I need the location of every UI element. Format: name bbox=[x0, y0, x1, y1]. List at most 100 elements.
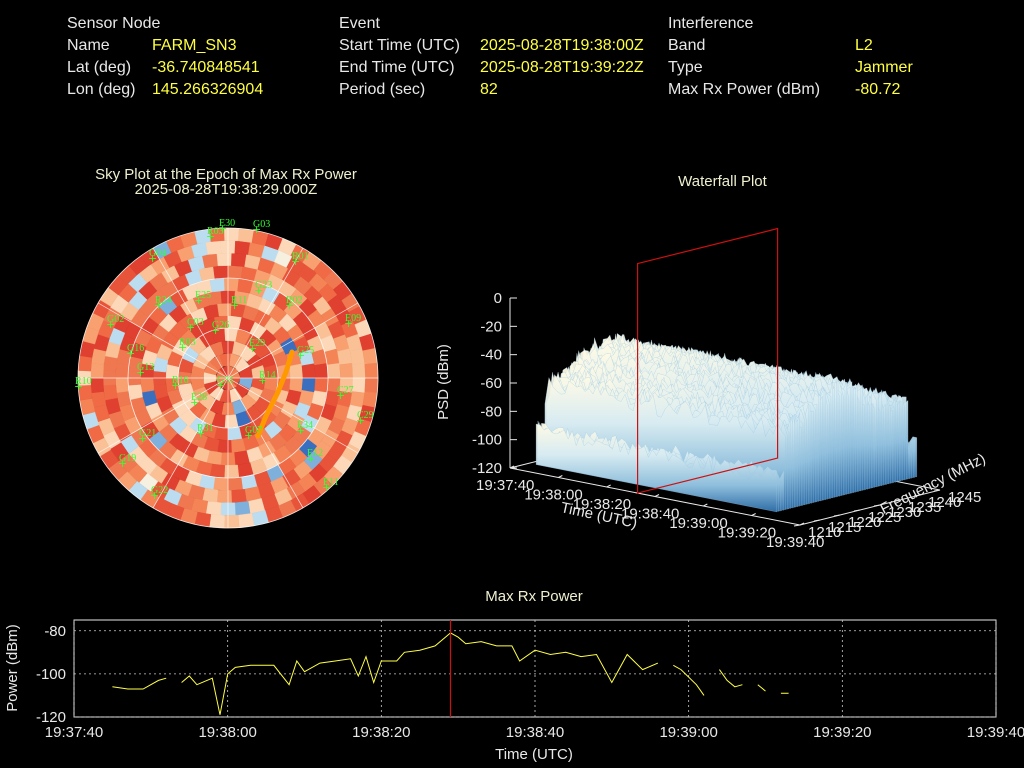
satellite-label: E29 bbox=[249, 338, 265, 349]
satellite-r03: +R03 bbox=[178, 337, 196, 354]
freq-tick-label: 1215 bbox=[828, 519, 861, 536]
time-tick-label: 19:37:40 bbox=[476, 477, 534, 494]
satellite-e29: +E29 bbox=[248, 338, 265, 355]
satellite-marker: + bbox=[138, 432, 147, 445]
satellite-g03: +G03 bbox=[252, 219, 270, 236]
satellite-marker: + bbox=[216, 379, 225, 392]
freq-tick bbox=[833, 514, 841, 517]
x-tick-label: 19:38:00 bbox=[198, 724, 256, 741]
satellite-label: E28 bbox=[191, 392, 207, 403]
freq-tick bbox=[813, 519, 821, 522]
satellite-e12: +E12 bbox=[306, 448, 323, 465]
satellite-marker: + bbox=[244, 429, 253, 442]
max-rx-power-label: Max Rx Power (dBm) bbox=[668, 81, 821, 98]
satellite-c29: +C29 bbox=[356, 410, 374, 427]
azimuth-spoke bbox=[97, 302, 229, 379]
satellite-marker: + bbox=[230, 299, 239, 312]
satellite-g26: +G26 bbox=[211, 320, 229, 337]
satellite-r02: +R02 bbox=[285, 295, 303, 312]
x-tick-label: 19:39:00 bbox=[659, 724, 717, 741]
skyplot-subtitle: 2025-08-28T19:38:29.000Z bbox=[134, 181, 318, 198]
time-tick-label: 19:38:00 bbox=[524, 487, 582, 504]
satellite-label: E25 bbox=[195, 290, 211, 301]
time-tick-label: 19:39:00 bbox=[669, 515, 727, 532]
satellite-label: G04 bbox=[149, 248, 166, 259]
freq-tick bbox=[913, 494, 921, 497]
time-tick bbox=[703, 503, 708, 507]
satellite-label: R11 bbox=[231, 295, 247, 306]
spectrum-slice bbox=[535, 423, 777, 513]
satellite-marker: + bbox=[258, 374, 267, 387]
event-start-label: Start Time (UTC) bbox=[339, 37, 460, 54]
satellite-g19: +G19 bbox=[118, 453, 136, 470]
max-rx-power-value: -80.72 bbox=[855, 81, 901, 98]
freq-tick bbox=[933, 489, 941, 492]
epoch-plane-outline bbox=[637, 227, 779, 494]
time-tick-label: 19:39:20 bbox=[718, 525, 776, 542]
sky-grid bbox=[77, 227, 379, 529]
satellite-e11: +E11 bbox=[322, 477, 339, 494]
satellite-marker: + bbox=[154, 299, 163, 312]
azimuth-spoke bbox=[152, 247, 229, 379]
satellite-r31: +R31 bbox=[196, 423, 214, 440]
satellite-label: G31 bbox=[217, 375, 234, 386]
satellite-marker: + bbox=[211, 324, 220, 337]
event-period-label: Period (sec) bbox=[339, 81, 426, 98]
freq-tick bbox=[873, 504, 881, 507]
x-tick-label: 19:38:40 bbox=[506, 724, 564, 741]
satellite-marker: + bbox=[306, 452, 315, 465]
freq-tick bbox=[853, 509, 861, 512]
satellite-label: C27 bbox=[337, 385, 354, 396]
satellite-marker: + bbox=[291, 255, 300, 268]
power-line bbox=[112, 632, 789, 715]
satellite-g22: +G22 bbox=[150, 485, 168, 502]
satellite-marker: + bbox=[196, 427, 205, 440]
satellite-r03: +R03 bbox=[206, 226, 224, 243]
y-axis-label: Power (dBm) bbox=[4, 624, 21, 712]
satellite-r01: +R01 bbox=[291, 251, 309, 268]
event-period-value: 82 bbox=[480, 81, 498, 98]
satellite-r10: +R10 bbox=[74, 376, 92, 393]
azimuth-spoke bbox=[227, 302, 359, 379]
azimuth-spoke bbox=[152, 377, 229, 509]
satellite-g23: +G23 bbox=[254, 280, 272, 297]
satellite-label: G19 bbox=[119, 453, 136, 464]
satellite-r16: +R16 bbox=[171, 375, 189, 392]
time-tick bbox=[558, 475, 563, 478]
satellite-marker: + bbox=[336, 389, 345, 402]
y-tick-label: -120 bbox=[36, 709, 66, 726]
satellite-label: R01 bbox=[292, 251, 309, 262]
psd-tick-label: -40 bbox=[480, 347, 502, 364]
satellite-marker: + bbox=[126, 347, 135, 360]
satellite-marker: + bbox=[118, 457, 127, 470]
satellite-e34: +E34 bbox=[296, 420, 313, 437]
freq-tick-label: 1210 bbox=[808, 524, 841, 541]
x-axis-label: Time (UTC) bbox=[495, 746, 573, 763]
satellite-label: G02 bbox=[107, 314, 124, 325]
power-series bbox=[112, 620, 789, 717]
satellite-g16: +G16 bbox=[126, 343, 144, 360]
satellite-marker: + bbox=[285, 299, 294, 312]
event-end-value: 2025-08-28T19:39:22Z bbox=[480, 59, 644, 76]
satellite-e25: +E25 bbox=[194, 290, 211, 307]
sensor-lon-label: Lon (deg) bbox=[67, 81, 136, 98]
power-chart-title: Max Rx Power bbox=[485, 588, 583, 605]
satellite-label: E12 bbox=[307, 448, 323, 459]
satellite-label: E11 bbox=[323, 477, 339, 488]
interference-heading: Interference bbox=[668, 15, 754, 32]
time-tick bbox=[654, 494, 660, 497]
azimuth-spoke bbox=[227, 377, 359, 454]
freq-tick-label: 1245 bbox=[948, 489, 981, 506]
satellite-e30: +E30 bbox=[218, 218, 235, 235]
satellite-label: G23 bbox=[255, 280, 272, 291]
satellite-g07: +G07 bbox=[244, 425, 262, 442]
satellite-label: R03 bbox=[207, 226, 224, 237]
time-tick bbox=[606, 484, 611, 488]
satellite-markers: +E30 +G03+R03+G04+R01+G23+R02+E25+G02 +E09… bbox=[74, 218, 374, 502]
satellite-r14: +R14 bbox=[258, 370, 276, 387]
satellite-marker: + bbox=[252, 223, 261, 236]
satellite-g13: +G13 bbox=[136, 362, 154, 379]
y-tick-label: -80 bbox=[44, 623, 66, 640]
